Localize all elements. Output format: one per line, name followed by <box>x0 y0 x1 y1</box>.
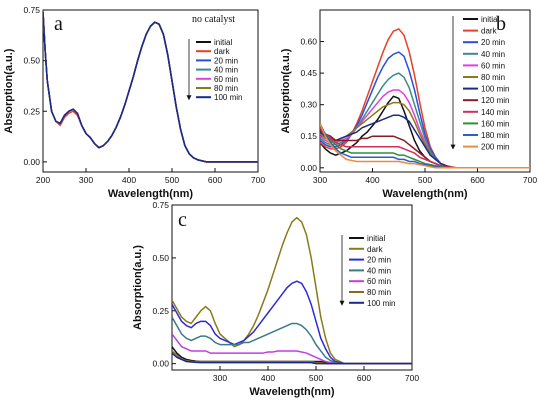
legend-arrow-head <box>339 300 345 306</box>
legend-entry: 20 min <box>214 56 238 65</box>
legend-entry: dark <box>481 27 498 36</box>
legend-entry: 100 min <box>367 299 395 308</box>
legend-entry: 120 min <box>481 96 509 105</box>
legend-entry: 180 min <box>481 131 509 140</box>
legend-entry: initial <box>481 15 499 24</box>
legend-entry: 60 min <box>367 277 391 286</box>
x-tick-label: 400 <box>122 175 136 185</box>
y-tick-label: 0.00 <box>23 157 40 167</box>
series-group <box>172 216 412 365</box>
y-tick-label: 0.00 <box>152 359 169 369</box>
legend-entry: 100 min <box>214 93 242 102</box>
y-tick-label: 0.75 <box>23 5 40 15</box>
legend-entry: 20 min <box>367 256 391 265</box>
legend-entry: 80 min <box>214 84 238 93</box>
panel-label: b <box>496 13 506 35</box>
y-tick-label: 0.50 <box>23 56 40 66</box>
legend-entry: 100 min <box>481 85 509 94</box>
series-group <box>320 28 530 169</box>
x-axis-label: Wavelength(nm) <box>382 188 467 200</box>
series-group <box>43 11 258 163</box>
legend-entry: 200 min <box>481 143 509 152</box>
legend-entry: 40 min <box>367 266 391 275</box>
legend-entry: 80 min <box>367 288 391 297</box>
x-axis-label: Wavelength(nm) <box>249 386 334 398</box>
legend-entry: 60 min <box>214 75 238 84</box>
plot-frame <box>42 9 259 173</box>
legend-entry: 60 min <box>481 61 505 70</box>
x-tick-label: 300 <box>313 175 327 185</box>
chart-panel-a: 200 300 400 500 600 700 0.00 0.25 0.50 0.75 Wavele… <box>3 5 265 200</box>
x-tick-label: 200 <box>36 175 50 185</box>
legend-entry: 40 min <box>214 66 238 75</box>
x-tick-label: 500 <box>418 175 432 185</box>
legend-entry: 140 min <box>481 108 509 117</box>
y-axis-label: Absorption(a.u.) <box>280 48 292 133</box>
legend-entry: dark <box>214 47 231 56</box>
legend: initial dark 20 min 40 min 60 min 80 min 100 m… <box>450 15 509 152</box>
y-axis-label: Absorption(a.u.) <box>3 48 15 133</box>
x-tick-label: 600 <box>357 373 371 383</box>
legend-entry: dark <box>367 245 384 254</box>
x-tick-label: 500 <box>309 373 323 383</box>
legend-entry: initial <box>214 38 232 47</box>
series-line-40-min <box>172 316 412 365</box>
legend-entry: 20 min <box>481 38 505 47</box>
y-tick-label: 0.15 <box>300 131 317 141</box>
panel-label: a <box>54 13 63 35</box>
series-line-200-min <box>320 123 530 169</box>
legend-entry: 160 min <box>481 119 509 128</box>
x-tick-label: 300 <box>79 175 93 185</box>
y-tick-label: 0.00 <box>300 163 317 173</box>
x-tick-label: 300 <box>213 373 227 383</box>
series-line-80-min <box>172 350 412 365</box>
legend-arrow-head <box>186 95 192 101</box>
y-tick-label: 0.30 <box>300 100 317 110</box>
y-tick-label: 0.45 <box>300 68 317 78</box>
x-axis-label: Wavelength(nm) <box>108 188 193 200</box>
plot-frame <box>171 204 413 371</box>
legend-arrow-head <box>450 144 456 150</box>
series-line-60-min <box>172 333 412 365</box>
y-tick-label: 0.25 <box>152 306 169 316</box>
y-axis-label: Absorption(a.u.) <box>132 245 144 330</box>
x-tick-label: 500 <box>165 175 179 185</box>
x-tick-label: 400 <box>261 373 275 383</box>
legend-entry: 40 min <box>481 50 505 59</box>
x-tick-label: 700 <box>251 175 265 185</box>
y-tick-label: 0.50 <box>152 253 169 263</box>
y-tick-label: 0.60 <box>300 37 317 47</box>
x-tick-label: 700 <box>405 373 419 383</box>
series-line-100-min <box>172 352 412 365</box>
x-tick-label: 700 <box>523 175 537 185</box>
x-tick-label: 600 <box>470 175 484 185</box>
series-line-20-min <box>172 280 412 365</box>
chart-panel-c: 300 400 500 600 700 0.00 0.25 0.50 0.75 Wavelengt… <box>132 200 419 398</box>
series-line-dark <box>172 216 412 365</box>
panel-label: c <box>178 209 187 231</box>
x-tick-label: 400 <box>365 175 379 185</box>
y-tick-label: 0.75 <box>152 200 169 210</box>
chart-panel-b: 300 400 500 600 700 0.00 0.15 0.30 0.45 0.60 Wavel… <box>280 9 537 200</box>
panel-annotation: no catalyst <box>192 14 235 25</box>
series-line-100-min <box>43 11 258 163</box>
legend-entry: 80 min <box>481 73 505 82</box>
x-tick-label: 600 <box>208 175 222 185</box>
y-tick-label: 0.25 <box>23 106 40 116</box>
legend-entry: initial <box>367 234 385 243</box>
